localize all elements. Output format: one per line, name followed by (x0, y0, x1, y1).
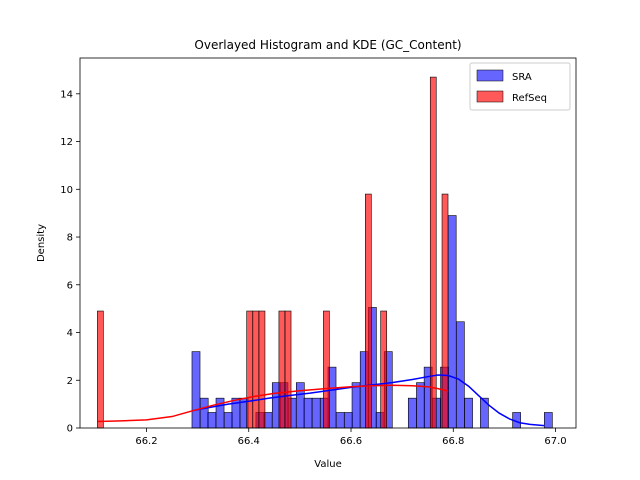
sra-bar (223, 412, 233, 429)
x-tick-label: 66.4 (238, 436, 260, 447)
sra-bar (295, 382, 305, 429)
sra-bar (207, 412, 217, 429)
sra-kde-line (191, 374, 545, 427)
y-tick-label: 2 (67, 376, 73, 387)
y-axis: 0 2 4 6 8 10 12 14 (60, 89, 80, 435)
legend-swatch-refseq (476, 90, 504, 103)
y-tick-label: 10 (60, 185, 73, 196)
sra-bar (335, 412, 345, 429)
sra-bar (303, 397, 313, 429)
sra-bar (263, 412, 273, 429)
refseq-bar (284, 310, 292, 429)
kde-layer (97, 374, 545, 427)
refseq-bar (252, 310, 260, 429)
y-tick-label: 6 (67, 280, 73, 291)
chart-title: Overlayed Histogram and KDE (GC_Content) (194, 38, 461, 52)
sra-bar (199, 397, 209, 429)
sra-bar (416, 382, 425, 429)
y-tick-label: 0 (67, 424, 73, 435)
sra-bar (351, 382, 361, 429)
y-tick-label: 4 (67, 328, 73, 339)
refseq-bar (323, 310, 330, 429)
legend: SRA RefSeq (469, 62, 571, 111)
plot-frame (79, 57, 577, 429)
legend-label-sra: SRA (512, 72, 532, 83)
refseq-bar (258, 310, 266, 429)
sra-bar (456, 321, 465, 429)
refseq-bar (246, 310, 253, 429)
sra-bar (191, 351, 201, 429)
x-tick-label: 66.6 (340, 436, 362, 447)
refseq-kde-line (97, 384, 449, 423)
refseq-bar (365, 193, 372, 429)
refseq-bar (278, 310, 286, 429)
sra-bar (464, 397, 473, 429)
sra-bar (407, 397, 417, 429)
sra-bar (311, 397, 321, 429)
x-tick-label: 67.0 (544, 436, 566, 447)
x-tick-label: 66.8 (442, 436, 464, 447)
sra-bar (447, 215, 457, 429)
legend-swatch-sra (476, 69, 504, 82)
refseq-bar (380, 310, 387, 429)
sra-bar (344, 412, 353, 429)
y-tick-label: 8 (67, 233, 73, 244)
x-tick-label: 66.2 (135, 436, 157, 447)
x-axis: 66.2 66.4 66.6 66.8 67.0 (135, 428, 567, 447)
legend-label-refseq: RefSeq (512, 93, 547, 104)
sra-bar (543, 412, 553, 429)
y-axis-label: Density (36, 224, 47, 262)
y-tick-label: 14 (60, 89, 73, 100)
y-tick-label: 12 (60, 137, 73, 148)
refseq-bar (441, 193, 449, 429)
refseq-bar (97, 310, 104, 429)
x-axis-label: Value (314, 459, 341, 470)
